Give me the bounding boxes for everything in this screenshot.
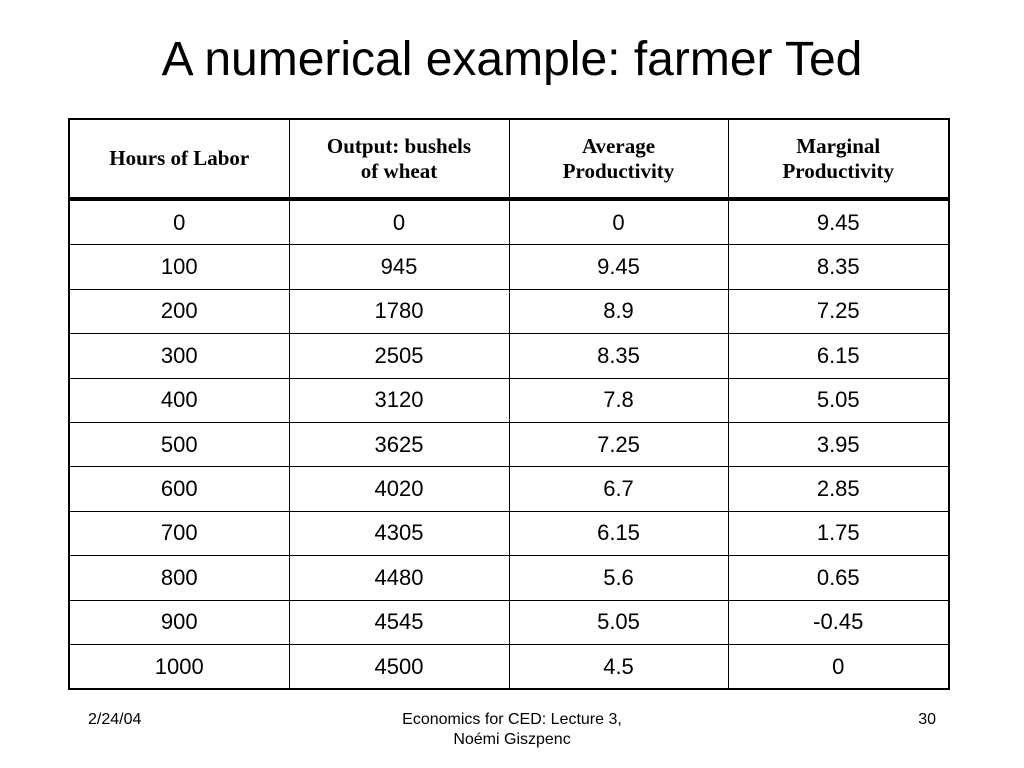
- header-line: Productivity: [562, 158, 675, 183]
- footer-date: 2/24/04: [88, 711, 142, 728]
- table-row: 800 4480 5.6 0.65: [68, 555, 950, 601]
- slide-title: A numerical example: farmer Ted: [161, 33, 863, 86]
- footer-page: 30: [918, 711, 936, 728]
- table-cell: 3625: [288, 421, 510, 468]
- table-row: 700 4305 6.15 1.75: [68, 510, 950, 557]
- table-cell: 8.9: [508, 288, 729, 335]
- table-cell: 3120: [288, 377, 510, 423]
- header-line: Productivity: [782, 158, 895, 183]
- table-cell: 5.6: [508, 555, 729, 601]
- table-row: 400 3120 7.8 5.05: [68, 377, 950, 423]
- header-line: Output: bushels: [326, 133, 472, 158]
- header-line: Hours of Labor: [109, 146, 250, 170]
- table-cell: 600: [68, 466, 290, 512]
- table-cell: 1000: [68, 643, 290, 690]
- table-cell: 4545: [288, 599, 510, 645]
- table-cell: 5.05: [508, 599, 729, 645]
- table-cell: 7.8: [508, 377, 729, 423]
- footer-center: Economics for CED: Lecture 3, Noémi Giszp…: [362, 710, 662, 750]
- header-cell: Marginal Productivity: [727, 118, 950, 201]
- table-cell: 3.95: [727, 421, 950, 468]
- table-cell: 7.25: [727, 288, 950, 335]
- table-cell: 1.75: [727, 510, 950, 557]
- table-cell: 6.15: [727, 333, 950, 379]
- table-cell: 4500: [288, 643, 510, 690]
- table-cell: 300: [68, 333, 290, 379]
- table-row: 900 4545 5.05 -0.45: [68, 599, 950, 645]
- table-cell: 200: [68, 288, 290, 335]
- table-cell: 6.15: [508, 510, 729, 557]
- table-cell: -0.45: [727, 599, 950, 645]
- table-cell: 100: [68, 244, 290, 290]
- table-cell: 0: [727, 643, 950, 690]
- table-cell: 400: [68, 377, 290, 423]
- data-table: Hours of Labor Output: bushels of wheat Ave…: [68, 118, 950, 691]
- table-cell: 500: [68, 421, 290, 468]
- header-cell: Hours of Labor: [68, 118, 290, 201]
- table-body: 0 0 0 9.45 100 945 9.45 8.35 200 1780 8.9 7.25 300 25…: [68, 198, 950, 690]
- table-cell: 8.35: [508, 333, 729, 379]
- table-cell: 4020: [288, 466, 510, 512]
- table-cell: 700: [68, 510, 290, 557]
- table-cell: 4305: [288, 510, 510, 557]
- table-cell: 9.45: [508, 244, 729, 290]
- table-row: 500 3625 7.25 3.95: [68, 421, 950, 468]
- table-cell: 8.35: [727, 244, 950, 290]
- table-row: 100 945 9.45 8.35: [68, 244, 950, 290]
- table-cell: 0.65: [727, 555, 950, 601]
- table-cell: 6.7: [508, 466, 729, 512]
- table-cell: 9.45: [727, 198, 950, 246]
- table-cell: 0: [288, 198, 510, 246]
- table-cell: 945: [288, 244, 510, 290]
- table-cell: 4480: [288, 555, 510, 601]
- table-cell: 7.25: [508, 421, 729, 468]
- table-row: 0 0 0 9.45: [68, 198, 950, 246]
- table-cell: 2.85: [727, 466, 950, 512]
- header-line: of wheat: [360, 158, 438, 183]
- header-line: Average: [581, 133, 656, 158]
- table-cell: 800: [68, 555, 290, 601]
- header-cell: Output: bushels of wheat: [288, 118, 510, 201]
- table-cell: 900: [68, 599, 290, 645]
- header-cell: Average Productivity: [508, 118, 729, 201]
- table-row: 300 2505 8.35 6.15: [68, 333, 950, 379]
- table-cell: 4.5: [508, 643, 729, 690]
- table-row: 1000 4500 4.5 0: [68, 643, 950, 690]
- table-row: 200 1780 8.9 7.25: [68, 288, 950, 335]
- table-cell: 0: [68, 198, 290, 246]
- table-row: 600 4020 6.7 2.85: [68, 466, 950, 512]
- footer-line: Noémi Giszpenc: [453, 731, 571, 748]
- table-cell: 5.05: [727, 377, 950, 423]
- header-line: Marginal: [796, 133, 881, 158]
- table-cell: 0: [508, 198, 729, 246]
- table-cell: 1780: [288, 288, 510, 335]
- table-cell: 2505: [288, 333, 510, 379]
- footer-line: Economics for CED: Lecture 3,: [402, 711, 622, 728]
- header-row: Hours of Labor Output: bushels of wheat Ave…: [68, 118, 950, 201]
